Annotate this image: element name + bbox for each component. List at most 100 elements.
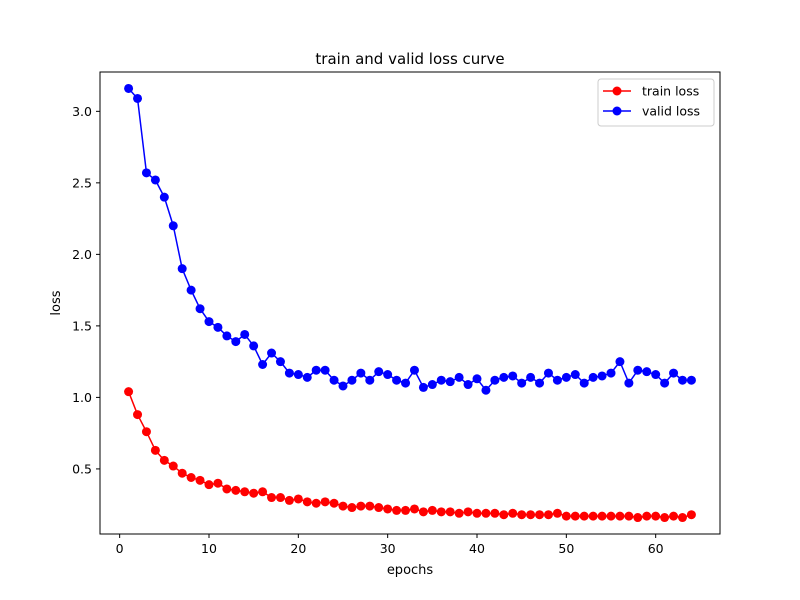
data-point-valid-loss [490, 375, 500, 385]
data-point-train-loss [249, 488, 259, 498]
data-point-valid-loss [365, 375, 375, 385]
data-point-valid-loss [338, 381, 348, 391]
y-tick-label: 2.0 [72, 247, 92, 262]
data-point-valid-loss [222, 331, 232, 341]
data-point-train-loss [141, 427, 151, 437]
data-point-valid-loss [141, 168, 151, 178]
data-point-train-loss [186, 473, 196, 483]
data-point-valid-loss [660, 378, 670, 388]
data-point-train-loss [159, 455, 169, 465]
data-point-train-loss [481, 508, 491, 518]
legend-item-valid-loss: valid loss [603, 104, 700, 119]
data-point-train-loss [133, 410, 143, 420]
data-point-train-loss [606, 511, 616, 521]
data-point-valid-loss [240, 329, 250, 339]
data-point-valid-loss [401, 378, 411, 388]
data-point-train-loss [543, 510, 553, 520]
data-point-train-loss [258, 487, 268, 497]
data-point-valid-loss [356, 368, 366, 378]
data-point-valid-loss [499, 372, 509, 382]
data-point-train-loss [561, 511, 571, 521]
plot-area: 0 10 20 30 40 50 60 0.5 1.0 1.5 2.0 2.5 3.0 [72, 71, 721, 556]
data-point-valid-loss [392, 375, 402, 385]
data-point-train-loss [597, 511, 607, 521]
data-point-valid-loss [552, 375, 562, 385]
data-point-valid-loss [624, 378, 634, 388]
legend-label-train-loss: train loss [642, 84, 699, 99]
data-point-valid-loss [320, 365, 330, 375]
data-point-train-loss [392, 505, 402, 515]
data-point-valid-loss [195, 304, 205, 314]
data-point-train-loss [686, 510, 696, 520]
data-point-train-loss [275, 493, 285, 503]
data-point-valid-loss [481, 385, 491, 395]
data-point-train-loss [660, 513, 670, 523]
data-point-valid-loss [302, 372, 312, 382]
data-point-valid-loss [150, 175, 160, 185]
data-point-train-loss [267, 493, 277, 503]
data-point-train-loss [454, 508, 464, 518]
data-point-valid-loss [543, 368, 553, 378]
x-tick-label: 20 [290, 541, 306, 556]
data-point-valid-loss [231, 337, 241, 347]
data-point-train-loss [526, 510, 536, 520]
data-point-valid-loss [249, 341, 259, 351]
data-point-valid-loss [633, 365, 643, 375]
y-tick-label: 0.5 [72, 461, 92, 476]
data-point-valid-loss [133, 93, 143, 103]
data-point-valid-loss [445, 377, 455, 387]
data-point-valid-loss [588, 372, 598, 382]
data-point-valid-loss [293, 370, 303, 380]
data-point-train-loss [517, 510, 527, 520]
legend-marker-valid-loss [612, 106, 622, 116]
data-point-train-loss [204, 480, 214, 490]
data-point-train-loss [177, 468, 187, 478]
data-point-valid-loss [615, 357, 625, 367]
data-point-train-loss [168, 461, 178, 471]
data-point-valid-loss [561, 372, 571, 382]
data-point-valid-loss [579, 378, 589, 388]
data-point-train-loss [195, 475, 205, 485]
y-axis-ticks: 0.5 1.0 1.5 2.0 2.5 3.0 [72, 104, 100, 476]
x-tick-label: 50 [558, 541, 574, 556]
y-tick-label: 2.5 [72, 175, 92, 190]
data-point-valid-loss [508, 371, 518, 381]
data-point-valid-loss [186, 285, 196, 295]
data-point-train-loss [508, 508, 518, 518]
legend: train loss valid loss [597, 78, 715, 127]
data-point-train-loss [124, 387, 134, 397]
axes-frame [99, 71, 721, 535]
legend-marker-train-loss [612, 86, 622, 96]
legend-label-valid-loss: valid loss [642, 104, 700, 119]
data-point-valid-loss [329, 375, 339, 385]
data-point-valid-loss [284, 368, 294, 378]
data-point-valid-loss [454, 372, 464, 382]
data-point-valid-loss [606, 368, 616, 378]
data-point-valid-loss [472, 374, 482, 384]
x-tick-label: 10 [201, 541, 217, 556]
data-point-train-loss [374, 503, 384, 513]
x-tick-label: 0 [116, 541, 124, 556]
data-point-train-loss [463, 507, 473, 517]
data-point-train-loss [499, 510, 509, 520]
data-point-train-loss [293, 494, 303, 504]
data-point-valid-loss [374, 367, 384, 377]
data-point-train-loss [427, 505, 437, 515]
data-point-valid-loss [311, 365, 321, 375]
data-point-train-loss [633, 513, 643, 523]
x-axis-ticks: 0 10 20 30 40 50 60 [116, 534, 664, 556]
data-point-valid-loss [258, 360, 268, 370]
data-point-valid-loss [651, 370, 661, 380]
data-point-valid-loss [669, 368, 679, 378]
data-point-train-loss [472, 508, 482, 518]
data-point-valid-loss [517, 378, 527, 388]
data-point-train-loss [677, 513, 687, 523]
data-point-valid-loss [159, 192, 169, 202]
data-point-valid-loss [463, 380, 473, 390]
series-line-valid-loss [128, 87, 692, 391]
data-point-valid-loss [570, 370, 580, 380]
data-point-valid-loss [124, 83, 134, 93]
data-point-train-loss [588, 511, 598, 521]
data-point-train-loss [302, 497, 312, 507]
data-point-train-loss [356, 501, 366, 511]
